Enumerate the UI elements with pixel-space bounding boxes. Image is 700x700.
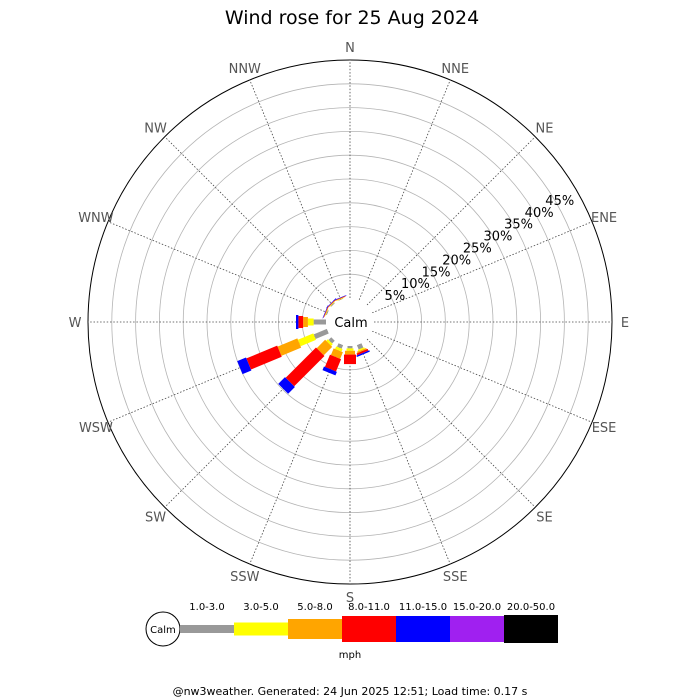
- spoke-ne: [366, 136, 536, 306]
- wind-bars: [237, 294, 370, 394]
- spoke-sse: [358, 344, 451, 565]
- bar-ssw-11.0-15.0: [322, 366, 337, 376]
- legend-swatch-1.0-3.0: [180, 625, 234, 633]
- direction-label-s: S: [346, 591, 354, 606]
- grid-ring: [111, 83, 589, 561]
- direction-label-ssw: SSW: [230, 570, 260, 585]
- bar-nw-1.0-3.0: [330, 302, 335, 307]
- legend-label-11.0-15.0: 11.0-15.0: [399, 602, 447, 613]
- spoke-ene: [372, 221, 593, 314]
- grid-ring: [135, 107, 565, 537]
- legend-label-15.0-20.0: 15.0-20.0: [453, 602, 501, 613]
- direction-label-ene: ENE: [591, 211, 617, 226]
- footer-text: @nw3weather. Generated: 24 Jun 2025 12:5…: [173, 685, 528, 698]
- direction-label-wnw: WNW: [78, 211, 114, 226]
- ring-label: 30%: [483, 230, 512, 245]
- chart-title: Wind rose for 25 Aug 2024: [225, 7, 479, 29]
- legend-unit-label: mph: [339, 650, 361, 661]
- legend-label-5.0-8.0: 5.0-8.0: [297, 602, 332, 613]
- ring-label: 35%: [504, 218, 533, 233]
- bar-sse-8.0-11.0: [356, 348, 369, 356]
- calm-center: Calm: [326, 298, 374, 346]
- bar-sw-8.0-11.0: [285, 347, 325, 387]
- direction-label-nw: NW: [144, 122, 167, 137]
- bar-wsw-1.0-3.0: [313, 328, 329, 339]
- grid-ring: [254, 226, 446, 418]
- legend-label-8.0-11.0: 8.0-11.0: [348, 602, 390, 613]
- legend-calm-label: Calm: [150, 625, 176, 636]
- spoke-nw: [164, 136, 334, 306]
- ring-label: 15%: [422, 265, 451, 280]
- bar-wsw-3.0-5.0: [297, 333, 316, 347]
- direction-label-nnw: NNW: [229, 62, 261, 77]
- bar-ssw-5.0-8.0: [330, 348, 343, 359]
- bar-wsw-5.0-8.0: [277, 338, 302, 356]
- legend-swatch-8.0-11.0: [342, 616, 396, 642]
- bar-wsw-8.0-11.0: [246, 345, 282, 370]
- calm-label: Calm: [334, 316, 367, 331]
- ring-label: 5%: [385, 289, 406, 304]
- speed-legend: Calm 1.0-3.0 3.0-5.0 5.0-8.0 8.0-11.0 11.0-1…: [145, 602, 558, 661]
- grid-ring: [158, 130, 542, 514]
- ring-label: 40%: [525, 206, 554, 221]
- direction-label-ne: NE: [535, 122, 553, 137]
- bar-ssw-1.0-3.0: [337, 343, 344, 349]
- bar-sse-11.0-15.0: [356, 350, 370, 357]
- bar-ssw-3.0-5.0: [335, 346, 343, 352]
- direction-label-wsw: WSW: [79, 421, 113, 436]
- spoke-nne: [358, 79, 451, 300]
- bar-sse-3.0-5.0: [357, 347, 365, 352]
- direction-label-ese: ESE: [592, 421, 617, 436]
- bar-wsw-11.0-15.0: [237, 357, 252, 375]
- direction-labels: N NNE NE ENE E ESE SE SSE S SSW SW WSW W WNW NW NNW 5%10…: [69, 41, 630, 606]
- bar-sw-5.0-8.0: [316, 339, 333, 356]
- direction-label-nne: NNE: [441, 62, 469, 77]
- legend-swatch-15.0-20.0: [450, 616, 504, 642]
- spoke-ese: [372, 330, 593, 423]
- bar-ssw-8.0-11.0: [324, 354, 342, 372]
- bar-sw-11.0-15.0: [278, 377, 295, 394]
- legend-swatch-3.0-5.0: [234, 622, 288, 636]
- spoke-wnw: [107, 221, 328, 314]
- legend-swatch-20.0-50.0: [504, 615, 558, 643]
- direction-label-n: N: [345, 41, 355, 56]
- calm-circle: [326, 298, 374, 346]
- legend-label-20.0-50.0: 20.0-50.0: [507, 602, 555, 613]
- direction-label-e: E: [621, 316, 629, 331]
- bar-sse-5.0-8.0: [356, 347, 367, 354]
- grid-ring: [230, 202, 470, 442]
- legend-items: 1.0-3.0 3.0-5.0 5.0-8.0 8.0-11.0 11.0-15.0 15…: [180, 602, 558, 643]
- spoke-nnw: [249, 79, 342, 300]
- direction-label-sse: SSE: [443, 570, 468, 585]
- ring-label: 45%: [545, 194, 574, 209]
- legend-label-3.0-5.0: 3.0-5.0: [243, 602, 278, 613]
- bar-sw-1.0-3.0: [328, 337, 335, 344]
- direction-label-se: SE: [536, 510, 552, 525]
- direction-label-w: W: [69, 316, 82, 331]
- spoke-ssw: [249, 344, 342, 565]
- ring-label: 20%: [442, 253, 471, 268]
- ring-label: 25%: [463, 242, 492, 257]
- legend-swatch-11.0-15.0: [396, 616, 450, 642]
- direction-label-sw: SW: [145, 510, 166, 525]
- spoke-se: [366, 338, 536, 508]
- bar-sse-1.0-3.0: [356, 343, 364, 350]
- ring-label: 10%: [401, 277, 430, 292]
- bar-sw-3.0-5.0: [326, 339, 333, 346]
- legend-swatch-5.0-8.0: [288, 619, 342, 639]
- legend-label-1.0-3.0: 1.0-3.0: [189, 602, 224, 613]
